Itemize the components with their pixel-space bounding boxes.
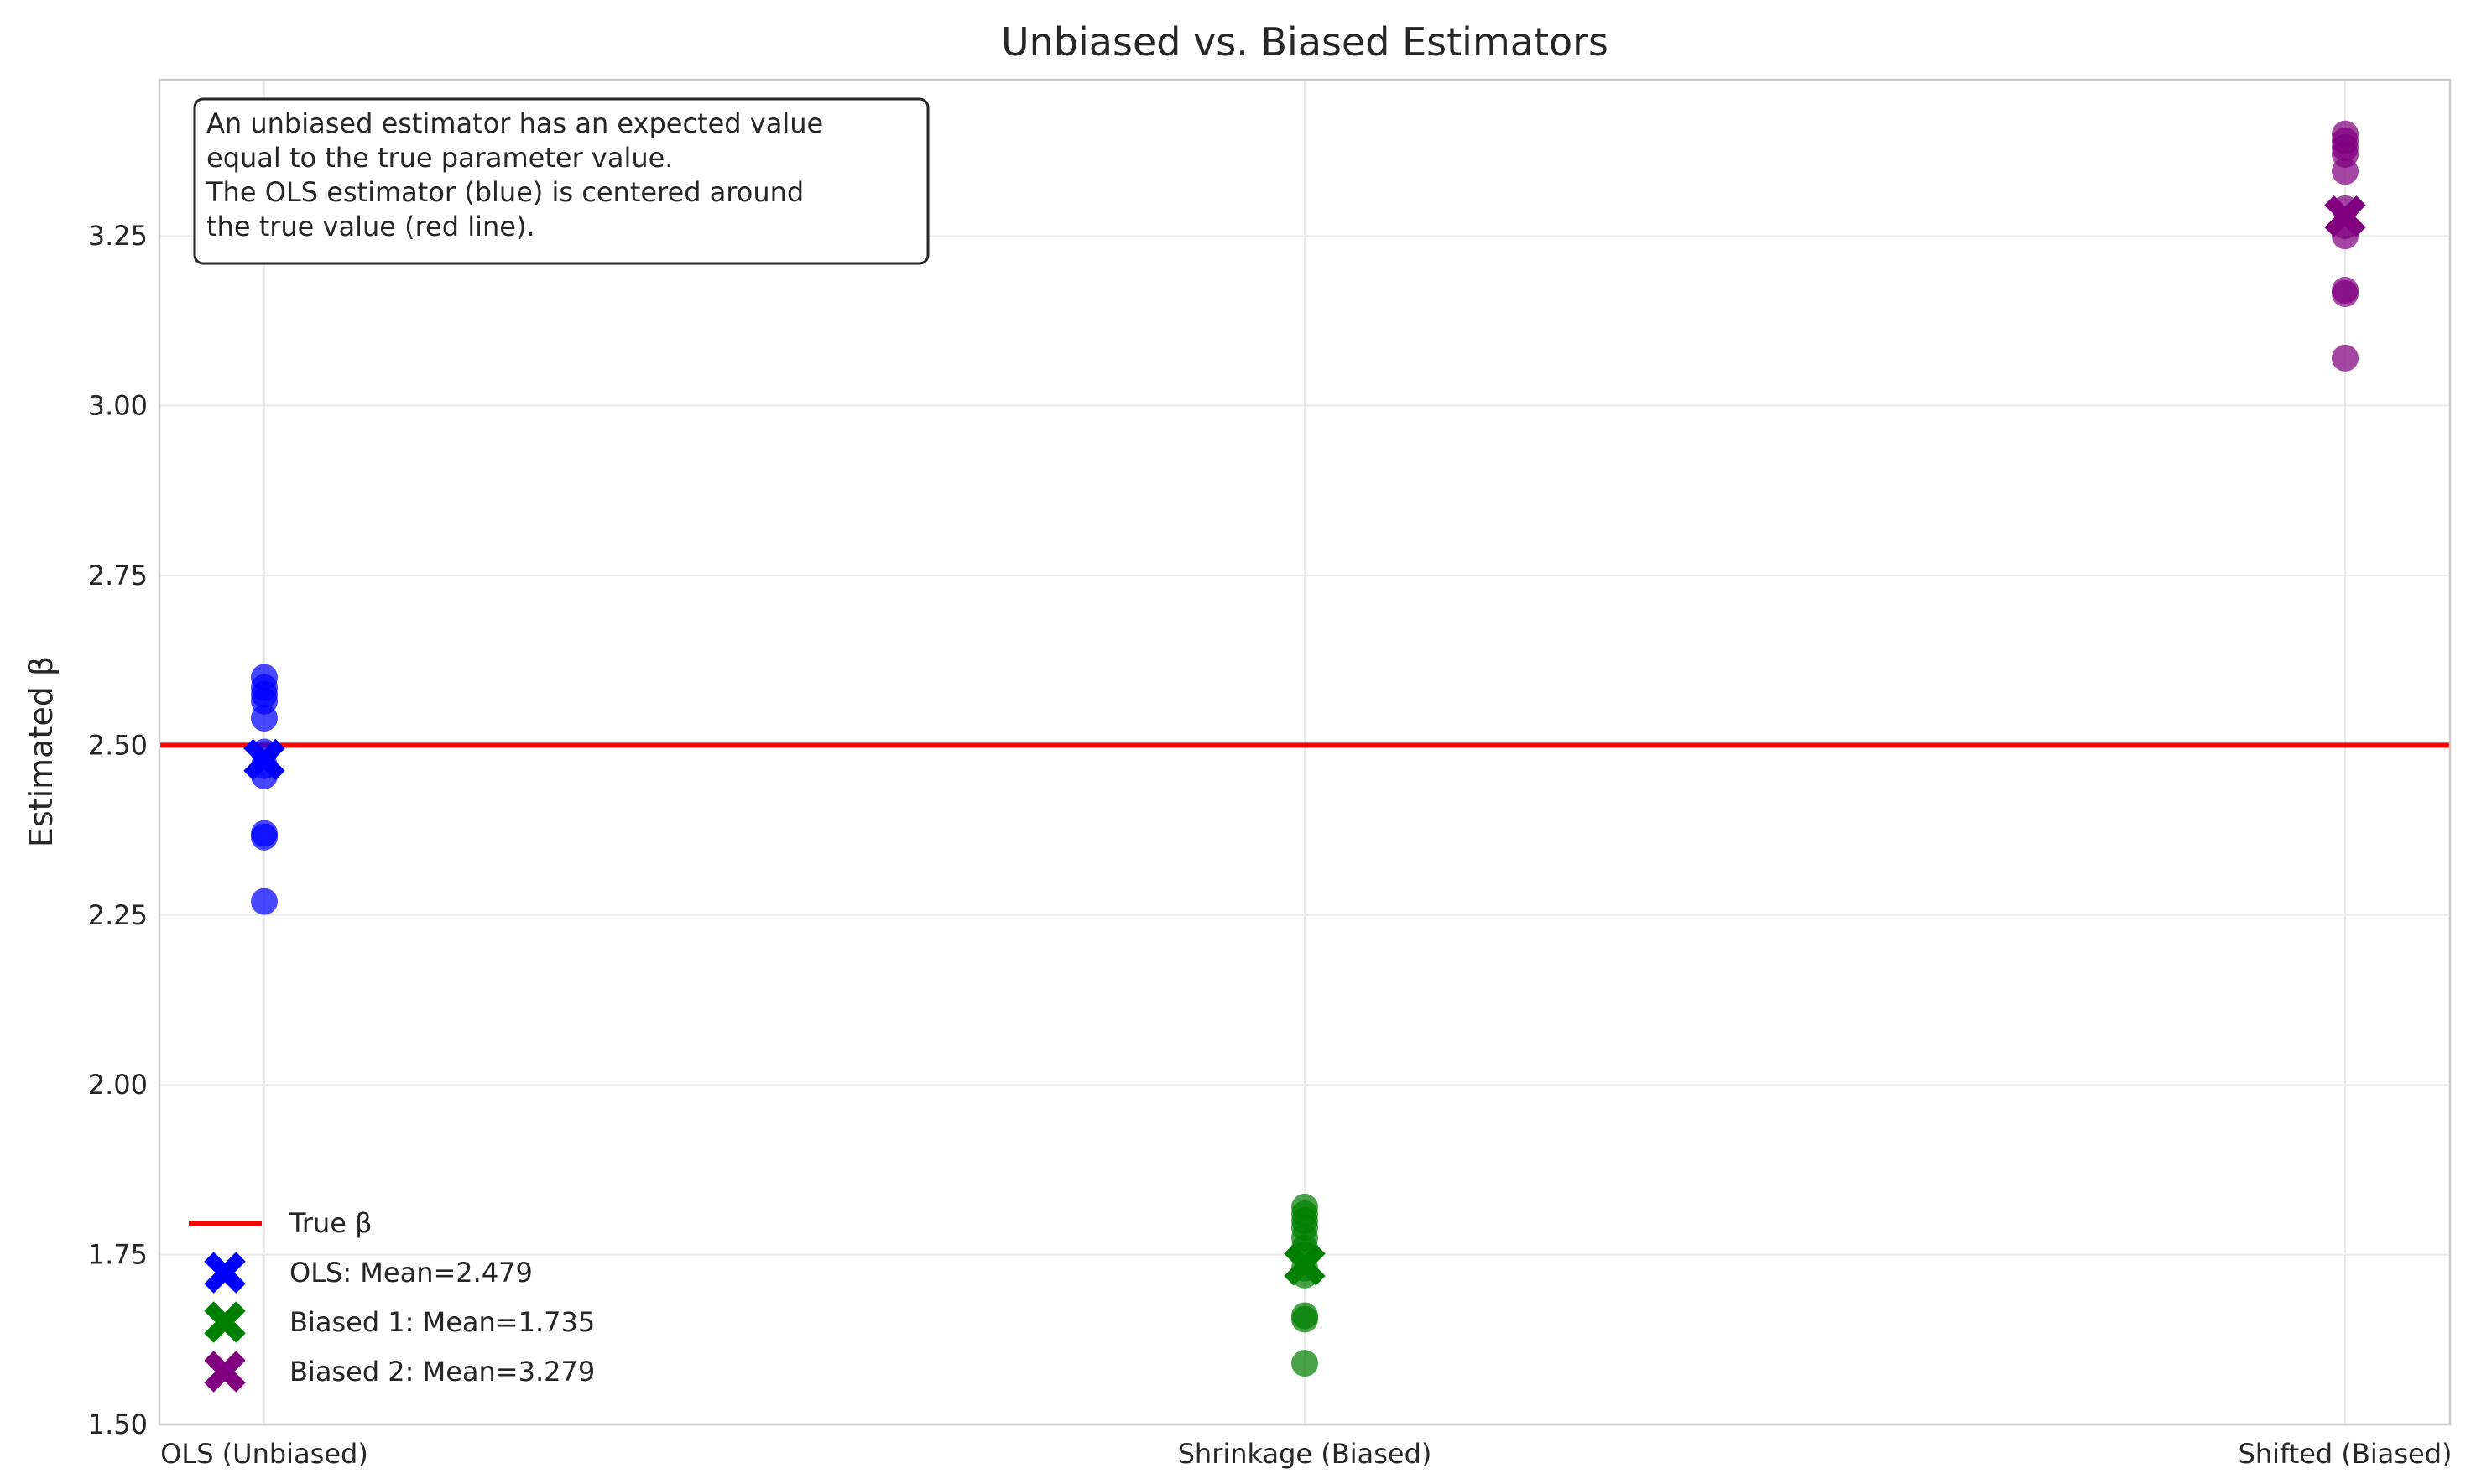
y-tick-label: 2.75 bbox=[88, 560, 148, 591]
legend: True β OLS: Mean=2.479 Biased 1: Mean=1.73… bbox=[189, 1207, 595, 1393]
data-point bbox=[251, 888, 278, 915]
data-point bbox=[251, 823, 278, 851]
data-point bbox=[251, 705, 278, 732]
y-tick-label: 1.75 bbox=[88, 1239, 148, 1271]
legend-marker bbox=[204, 1301, 246, 1343]
annotation-line: The OLS estimator (blue) is centered aro… bbox=[206, 176, 804, 208]
chart-title: Unbiased vs. Biased Estimators bbox=[1001, 19, 1608, 65]
legend-label: True β bbox=[289, 1207, 373, 1239]
legend-marker bbox=[204, 1351, 246, 1393]
mean-marker bbox=[1284, 1244, 1326, 1286]
x-tick-label: Shrinkage (Biased) bbox=[1178, 1438, 1432, 1470]
annotation-line: the true value (red line). bbox=[206, 211, 535, 242]
legend-marker bbox=[204, 1252, 246, 1294]
data-point bbox=[1291, 1305, 1318, 1333]
data-point bbox=[2332, 344, 2359, 372]
y-tick-label: 2.50 bbox=[88, 729, 148, 761]
x-tick-label: Shifted (Biased) bbox=[2239, 1438, 2453, 1470]
annotation-box: An unbiased estimator has an expected va… bbox=[193, 97, 930, 265]
y-axis: 1.50 1.75 2.00 2.25 2.50 2.75 3.00 3.25 bbox=[88, 220, 148, 1440]
y-tick-label: 2.00 bbox=[88, 1069, 148, 1101]
annotation-line: equal to the true parameter value. bbox=[206, 142, 673, 174]
legend-label: OLS: Mean=2.479 bbox=[289, 1257, 533, 1289]
data-point bbox=[1291, 1350, 1318, 1377]
y-tick-label: 3.00 bbox=[88, 390, 148, 422]
legend-label: Biased 2: Mean=3.279 bbox=[289, 1356, 595, 1388]
data-point bbox=[2332, 280, 2359, 308]
mean-marker bbox=[243, 738, 285, 781]
y-tick-label: 3.25 bbox=[88, 220, 148, 252]
annotation-frame bbox=[193, 97, 930, 265]
plot-content bbox=[159, 120, 2450, 1377]
y-tick-label: 1.50 bbox=[88, 1408, 148, 1440]
x-tick-label: OLS (Unbiased) bbox=[160, 1438, 368, 1470]
y-tick-label: 2.25 bbox=[88, 899, 148, 931]
y-axis-label: Estimated β bbox=[23, 656, 60, 847]
annotation-line: An unbiased estimator has an expected va… bbox=[206, 107, 823, 139]
mean-marker bbox=[2324, 195, 2366, 237]
plot-frame bbox=[158, 78, 2452, 1426]
x-axis: OLS (Unbiased) Shrinkage (Biased) Shifted … bbox=[160, 1438, 2452, 1470]
data-point bbox=[2332, 158, 2359, 185]
legend-label: Biased 1: Mean=1.735 bbox=[289, 1306, 595, 1338]
